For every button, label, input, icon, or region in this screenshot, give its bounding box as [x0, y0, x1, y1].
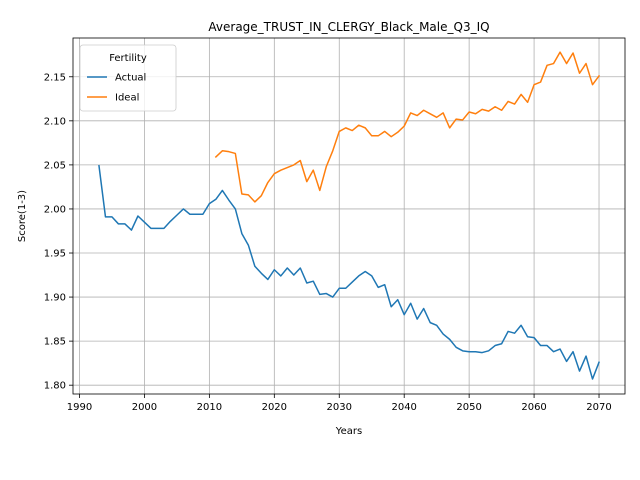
y-tick-label: 1.95 — [44, 249, 66, 260]
y-tick-label: 1.85 — [44, 337, 66, 348]
y-tick-label: 2.10 — [44, 116, 66, 127]
x-axis-ticks: 1990 2000 2010 2020 2030 2040 2050 2060 2070 — [67, 394, 612, 413]
plot-frame — [72, 37, 626, 395]
x-tick-label: 2040 — [391, 402, 416, 413]
grid — [73, 38, 625, 394]
y-axis-label: Score(1-3) — [17, 190, 28, 242]
legend-label-ideal: Ideal — [115, 93, 139, 104]
legend-entries: Actual Ideal — [87, 73, 146, 104]
series-lines — [98, 51, 601, 380]
x-tick-label: 1990 — [67, 402, 92, 413]
x-tick-label: 2010 — [197, 402, 222, 413]
legend-title: Fertility — [109, 53, 147, 64]
y-tick-label: 2.00 — [44, 204, 66, 215]
x-axis-label: Years — [335, 426, 362, 437]
x-tick-label: 2000 — [132, 402, 157, 413]
x-tick-label: 2020 — [262, 402, 287, 413]
y-axis-ticks: 1.80 1.85 1.90 1.95 2.00 2.05 2.10 2.15 — [44, 72, 73, 392]
x-tick-label: 2050 — [456, 402, 481, 413]
y-tick-label: 1.80 — [44, 381, 66, 392]
y-tick-label: 1.90 — [44, 293, 66, 304]
x-tick-label: 2060 — [521, 402, 546, 413]
series-line-ideal — [214, 51, 601, 203]
legend: Fertility Actual Ideal — [79, 44, 177, 112]
series-line-actual — [98, 164, 600, 380]
x-tick-label: 2070 — [586, 402, 611, 413]
legend-box — [79, 44, 177, 112]
x-tick-label: 2030 — [327, 402, 352, 413]
chart-title: Average_TRUST_IN_CLERGY_Black_Male_Q3_IQ — [208, 20, 489, 34]
y-tick-label: 2.05 — [44, 160, 66, 171]
legend-label-actual: Actual — [115, 73, 146, 84]
y-tick-label: 2.15 — [44, 72, 66, 83]
